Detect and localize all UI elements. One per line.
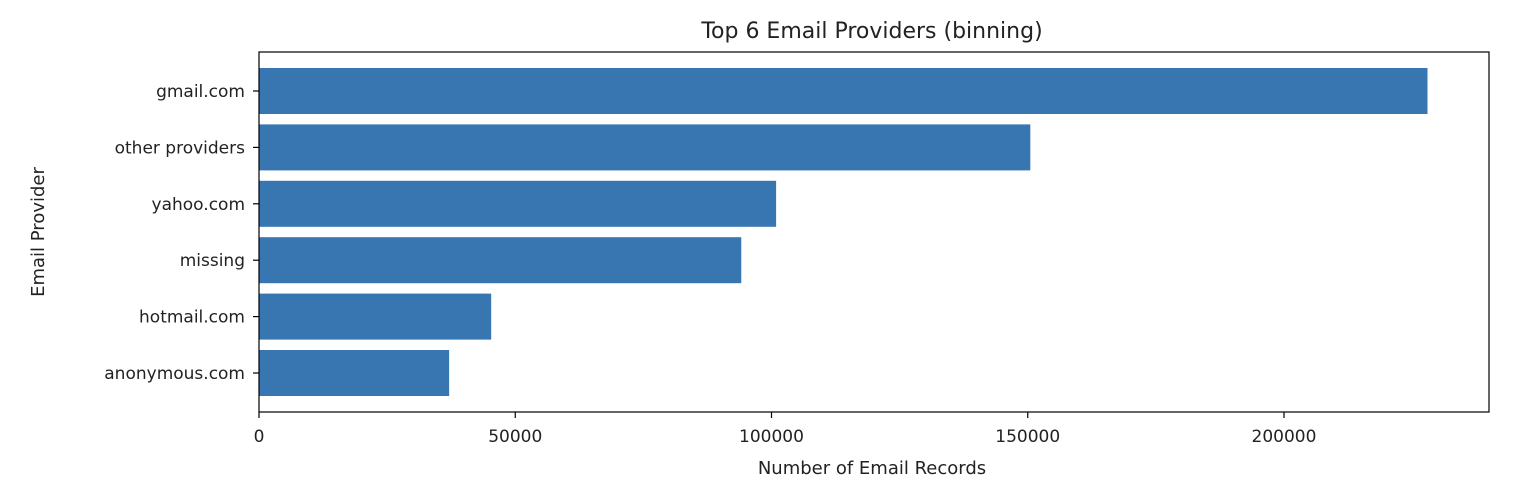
y-tick-label: hotmail.com: [139, 308, 245, 328]
y-tick-label: other providers: [115, 138, 246, 158]
x-axis-label: Number of Email Records: [758, 458, 986, 479]
bar-hotmail-com: [259, 293, 492, 340]
y-tick-label: gmail.com: [156, 82, 245, 102]
y-tick-label: anonymous.com: [104, 364, 245, 384]
x-tick-label: 0: [254, 427, 265, 447]
bar-gmail-com: [259, 68, 1428, 114]
x-tick-label: 50000: [488, 427, 542, 447]
bar-anonymous-com: [259, 350, 450, 396]
bar-yahoo-com: [259, 180, 777, 227]
bar-missing: [259, 237, 742, 284]
y-axis-label: Email Provider: [28, 167, 49, 297]
chart-title: Top 6 Email Providers (binning): [700, 19, 1042, 44]
y-tick-label: yahoo.com: [152, 195, 245, 215]
x-tick-label: 100000: [739, 427, 804, 447]
plot-frame: [258, 51, 1490, 413]
y-tick-label: missing: [180, 251, 245, 271]
x-tick-label: 150000: [995, 427, 1060, 447]
bar-other-providers: [259, 124, 1031, 171]
x-axis-ticks: 0 50000 100000 150000 200000: [254, 412, 1317, 447]
y-axis-ticks: gmail.com other providers yahoo.com missing…: [104, 82, 259, 384]
x-tick-label: 200000: [1252, 427, 1317, 447]
bars-group: [259, 68, 1428, 396]
